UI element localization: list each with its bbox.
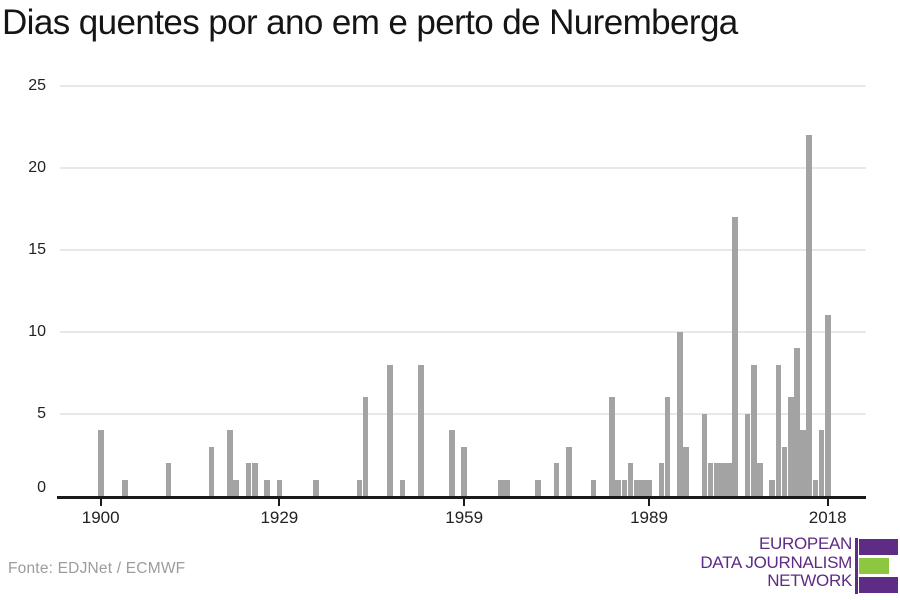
bar-1925	[251, 463, 258, 496]
logo-line-network: NETWORK	[767, 571, 852, 590]
bar-2001	[720, 463, 726, 496]
bar-1966	[504, 479, 511, 496]
bar-1998	[701, 413, 708, 496]
bar-1965	[498, 479, 504, 496]
bar-1974	[553, 463, 560, 496]
grid-line-5	[60, 412, 866, 415]
bar-1987	[633, 479, 640, 496]
chart-title: Dias quentes por ano em e perto de Nurem…	[2, 3, 738, 42]
bar-1999	[707, 463, 714, 496]
bar-2007	[757, 463, 763, 496]
bar-1924	[245, 463, 252, 496]
bar-1911	[165, 463, 172, 496]
bar-1984	[615, 479, 622, 496]
grid-line-10	[60, 330, 866, 333]
bar-1947	[387, 364, 394, 496]
bar-2017	[818, 430, 825, 496]
bar-2014	[800, 430, 806, 496]
bar-1983	[609, 397, 615, 496]
bar-1959	[461, 446, 468, 496]
bar-1994	[676, 331, 683, 496]
bar-1952	[418, 364, 424, 496]
bar-1943	[362, 397, 369, 496]
bar-1995	[683, 446, 689, 496]
x-axis-label: 2018	[808, 508, 847, 527]
bar-2012	[787, 397, 794, 496]
bar-1986	[627, 463, 634, 496]
bar-1927	[264, 479, 270, 496]
x-axis-label: 1929	[260, 508, 299, 527]
bar-1976	[566, 446, 572, 496]
bar-2000	[713, 463, 720, 496]
bar-1991	[658, 463, 665, 496]
x-axis-line	[57, 496, 866, 499]
bar-1922	[233, 479, 240, 496]
logo-block-purple-bottom	[859, 577, 898, 593]
bar-2005	[744, 413, 751, 496]
y-axis-label: 0	[37, 479, 46, 496]
bar-1929	[276, 479, 283, 496]
y-axis-label: 10	[28, 322, 46, 340]
bar-1918	[208, 446, 215, 496]
y-axis-label: 25	[28, 76, 46, 94]
x-axis-tick	[278, 498, 281, 506]
bar-2006	[750, 364, 757, 496]
bar-1971	[535, 479, 541, 496]
x-axis-tick	[648, 498, 651, 506]
bar-1957	[449, 430, 455, 496]
bar-1949	[399, 479, 406, 496]
x-axis-label: 1959	[445, 508, 484, 527]
bar-2018	[824, 315, 831, 496]
y-axis-label: 15	[28, 240, 46, 258]
x-axis-tick	[463, 498, 466, 506]
bar-1935	[313, 479, 320, 496]
logo-line-data-journalism: DATA JOURNALISM	[700, 552, 852, 572]
edjnet-logo-text: EUROPEAN DATA JOURNALISM NETWORK	[700, 534, 852, 591]
bar-1942	[356, 479, 363, 496]
bar-2002	[726, 463, 732, 496]
bar-1904	[122, 479, 129, 496]
logo-block-green	[859, 558, 889, 574]
logo-block-purple-top	[859, 539, 898, 555]
bar-2009	[769, 479, 776, 496]
bar-2003	[732, 216, 739, 496]
bar-2015	[806, 134, 813, 496]
bar-2011	[781, 446, 788, 496]
grid-line-15	[60, 248, 866, 251]
bar-1980	[590, 479, 597, 496]
bar-2010	[775, 364, 782, 496]
bar-1992	[664, 397, 671, 496]
y-axis-label: 20	[28, 158, 46, 176]
bar-1988	[640, 479, 646, 496]
bar-1985	[621, 479, 628, 496]
bar-1921	[227, 430, 233, 496]
x-axis-label: 1900	[81, 508, 120, 527]
bar-2016	[812, 479, 819, 496]
y-axis-label: 5	[37, 404, 46, 422]
source-text: Fonte: EDJNet / ECMWF	[8, 560, 186, 577]
logo-line-european: EUROPEAN	[758, 534, 852, 553]
bar-2013	[794, 348, 800, 496]
bar-1989	[646, 479, 652, 496]
logo-blocks	[859, 539, 898, 596]
grid-line-20	[60, 166, 866, 169]
logo-vertical-rule	[855, 538, 858, 594]
x-axis-tick	[826, 498, 829, 506]
grid-line-25	[60, 84, 866, 87]
x-axis-tick	[99, 498, 102, 506]
bar-1900	[97, 430, 104, 496]
x-axis-label: 1989	[630, 508, 668, 527]
